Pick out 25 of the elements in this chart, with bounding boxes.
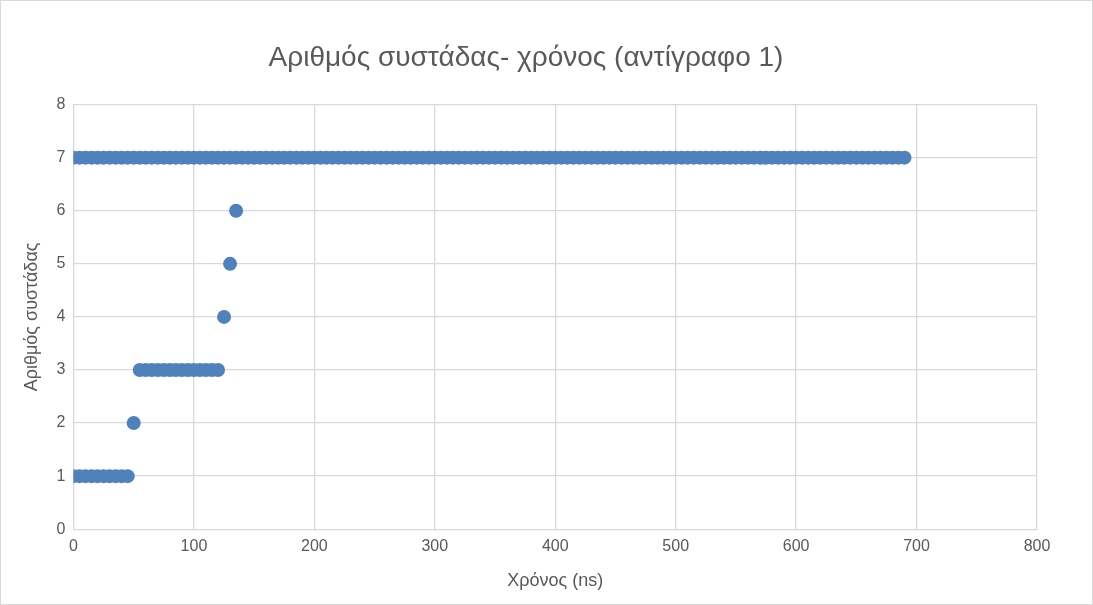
chart-title: Αριθμός συστάδας- χρόνος (αντίγραφο 1) — [268, 40, 784, 72]
point — [217, 309, 232, 324]
x-axis-title: Χρόνος (ns) — [507, 570, 604, 591]
y-tick-label: 1 — [56, 466, 66, 484]
y-tick-label: 7 — [56, 148, 66, 166]
point — [229, 203, 244, 218]
x-tick-label: 200 — [301, 537, 328, 555]
y-tick-label: 5 — [56, 254, 66, 272]
x-tick-label: 0 — [69, 537, 79, 555]
x-tick-label: 800 — [1023, 537, 1051, 555]
y-tick-label: 4 — [56, 307, 66, 325]
x-tick-label: 500 — [662, 537, 690, 555]
x-tick-label: 600 — [782, 537, 810, 555]
x-tick-label: 400 — [541, 537, 569, 555]
x-tick-label: 100 — [180, 537, 208, 555]
y-tick-label: 0 — [56, 519, 66, 537]
point — [223, 256, 238, 271]
y-tick-label: 8 — [56, 95, 66, 113]
y-tick-label: 2 — [56, 413, 66, 431]
x-tick-label: 700 — [903, 537, 931, 555]
y-tick-label: 6 — [56, 201, 66, 219]
x-tick-label: 300 — [421, 537, 449, 555]
y-tick-label: 3 — [56, 360, 66, 378]
y-axis-title: Αριθμός συστάδας — [20, 242, 41, 392]
point — [126, 416, 141, 431]
